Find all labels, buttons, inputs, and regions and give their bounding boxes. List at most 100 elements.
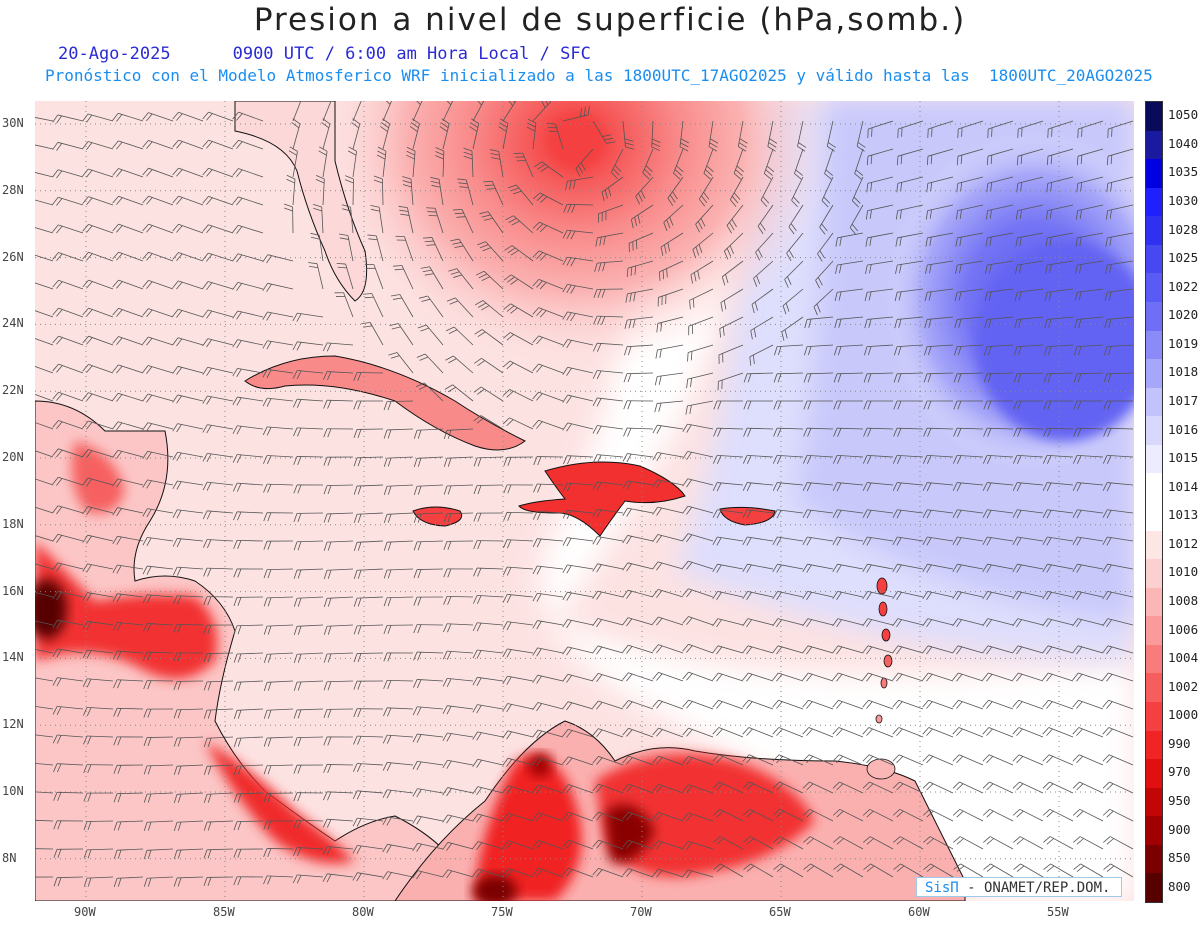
- wind-barb: [592, 673, 624, 682]
- wind-barb: [984, 288, 1014, 302]
- wind-barb: [412, 101, 423, 122]
- wind-barb: [353, 372, 384, 382]
- wind-barb: [772, 727, 804, 738]
- credit-text: - ONAMET/REP.DOM.: [958, 880, 1111, 896]
- wind-barb: [866, 176, 894, 193]
- lat-label: 8N: [2, 850, 17, 865]
- wind-barb: [597, 204, 624, 223]
- wind-barb: [143, 820, 174, 831]
- wind-barb: [1042, 509, 1074, 519]
- wind-barb: [143, 848, 174, 859]
- wind-barb: [52, 224, 84, 234]
- wind-barb: [232, 224, 264, 234]
- wind-barb: [173, 595, 204, 605]
- wind-barb: [953, 836, 984, 850]
- wind-barb: [712, 781, 744, 794]
- wind-barb: [35, 563, 54, 570]
- wind-barb: [742, 727, 774, 738]
- wind-barb: [983, 400, 1013, 410]
- wind-barb: [504, 245, 534, 262]
- wind-barb: [652, 727, 684, 738]
- wind-barb: [892, 808, 924, 822]
- wind-barb: [35, 394, 54, 402]
- wind-barb: [849, 204, 864, 235]
- wind-barb: [652, 506, 684, 516]
- wind-barb: [592, 728, 624, 738]
- wind-barb: [322, 818, 354, 828]
- wind-barb: [755, 232, 774, 261]
- wind-barb: [721, 260, 744, 286]
- wind-barb: [232, 425, 264, 435]
- wind-barb: [546, 123, 564, 150]
- wind-barb: [922, 482, 954, 492]
- wind-barb: [1075, 232, 1104, 247]
- wind-barb: [622, 839, 654, 850]
- wind-barb: [863, 427, 894, 437]
- colorbar-segment: [1146, 502, 1162, 532]
- wind-barb: [322, 846, 354, 856]
- colorbar-label: 1006: [1168, 621, 1199, 637]
- wind-barb: [1073, 863, 1104, 878]
- forecast-time-info: 0900 UTC / 6:00 am Hora Local / SFC: [232, 44, 591, 64]
- wind-barb: [726, 204, 744, 234]
- wind-barb: [83, 876, 114, 887]
- wind-barb: [713, 427, 744, 437]
- wind-barb: [498, 118, 509, 150]
- wind-barb: [502, 648, 534, 658]
- wind-barb: [687, 344, 714, 362]
- wind-barb: [834, 316, 864, 329]
- wind-barb: [595, 232, 624, 247]
- wind-barb: [35, 366, 54, 374]
- wind-barb: [457, 178, 474, 206]
- wind-barb: [112, 140, 144, 150]
- wind-barb: [772, 563, 804, 573]
- wind-barb: [1015, 260, 1044, 274]
- wind-barb: [113, 707, 144, 717]
- wind-barb: [982, 645, 1014, 655]
- wind-barb: [52, 279, 84, 290]
- wind-barb: [406, 146, 416, 178]
- wind-barb: [802, 645, 834, 655]
- wind-barb: [863, 836, 894, 850]
- antilles-island-4: [883, 654, 893, 668]
- wind-barb: [562, 229, 594, 240]
- wind-barb: [1102, 590, 1134, 600]
- wind-barb: [982, 808, 1014, 822]
- wind-barb: [472, 101, 485, 122]
- wind-barb: [202, 309, 234, 319]
- wind-barb: [622, 617, 654, 627]
- colorbar-label: 1040: [1168, 135, 1199, 151]
- wind-barb: [35, 450, 54, 458]
- wind-barb: [562, 701, 594, 711]
- pressure-map[interactable]: [35, 101, 1134, 901]
- wind-barb: [660, 232, 684, 256]
- wind-barb: [112, 564, 144, 574]
- map-canvas: [35, 101, 1134, 901]
- wind-barb: [562, 564, 594, 574]
- wind-barb: [442, 705, 474, 715]
- wind-barb: [502, 360, 534, 374]
- wind-barb: [652, 783, 684, 794]
- wind-barb: [794, 148, 804, 180]
- wind-barb: [781, 316, 804, 341]
- wind-barb: [402, 176, 414, 206]
- wind-barb: [803, 836, 834, 850]
- wind-barb: [1075, 204, 1104, 220]
- wind-barb: [475, 270, 504, 290]
- wind-barb: [413, 456, 444, 467]
- wind-barb: [202, 167, 234, 178]
- wind-barb: [286, 174, 296, 206]
- wind-barb: [562, 728, 594, 738]
- wind-barb: [1072, 699, 1104, 710]
- wind-barb: [1105, 260, 1134, 274]
- wind-barb: [563, 203, 594, 214]
- wind-barb: [263, 483, 294, 493]
- wind-barb: [82, 113, 114, 123]
- wind-barb: [112, 251, 144, 262]
- wind-barb: [957, 120, 984, 138]
- wind-barb: [1043, 863, 1074, 878]
- colorbar-label: 1016: [1168, 421, 1199, 437]
- wind-barb: [364, 264, 384, 290]
- wind-barb: [1045, 232, 1074, 247]
- wind-barb: [682, 643, 714, 654]
